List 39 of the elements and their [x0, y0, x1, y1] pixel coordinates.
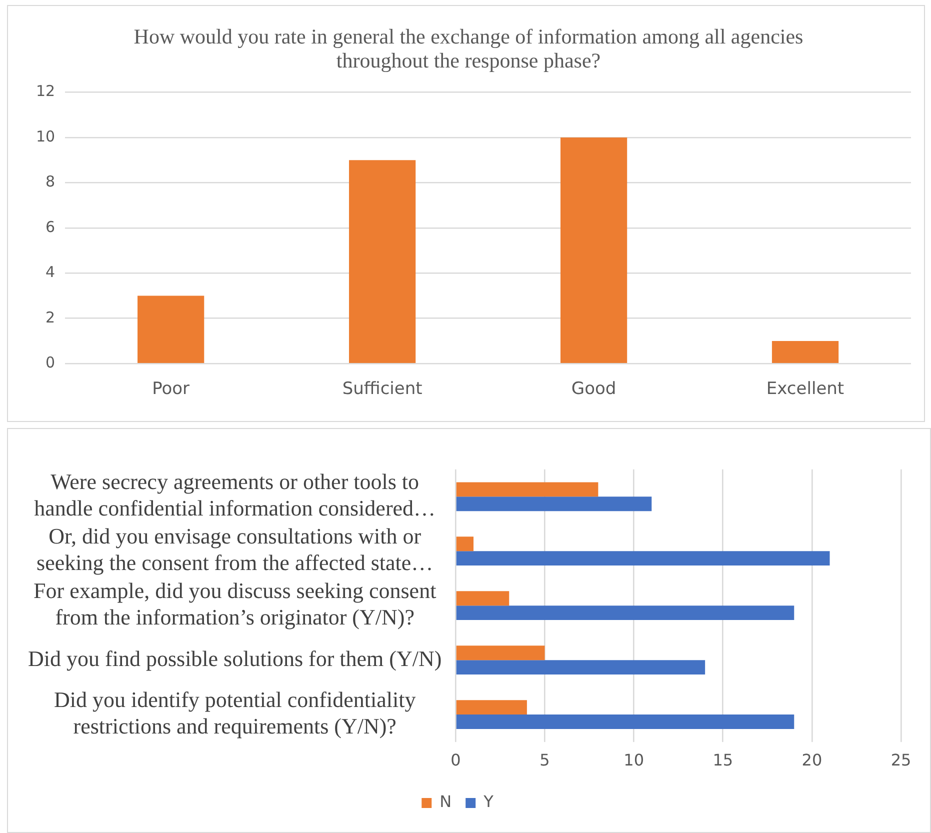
- legend-label: N: [440, 792, 452, 812]
- bar: [456, 714, 794, 729]
- chart-title: How would you rate in general the exchange of information among all agencies throughout the response phase?: [134, 24, 804, 73]
- y-tick-label: For example, did you discuss seeking consent from the information’s originator (Y/N)?: [34, 578, 436, 630]
- y-tick-label: Did you find possible solutions for them (Y/N): [28, 646, 442, 671]
- y-tick-label: 6: [46, 218, 56, 236]
- bar: [138, 296, 204, 363]
- bar: [456, 591, 510, 606]
- x-tick-label: 5: [540, 750, 550, 770]
- y-tick-label: 4: [46, 263, 56, 282]
- bar: [348, 160, 416, 363]
- y-tick-label: 0: [46, 353, 56, 372]
- x-tick-label: Good: [571, 379, 616, 400]
- x-tick-label: Poor: [152, 379, 190, 400]
- x-tick-label: Excellent: [766, 379, 844, 400]
- bar: [456, 660, 706, 675]
- y-tick-label: 2: [46, 308, 56, 326]
- y-tick-label: 8: [46, 172, 56, 191]
- x-tick-label: 0: [450, 750, 461, 770]
- legend-label: Y: [482, 792, 494, 812]
- bar: [456, 482, 598, 497]
- bar: [456, 496, 652, 512]
- y-tick-label: Or, did you envisage consultations with or seeking the consent from the affected state…: [36, 524, 434, 576]
- bar: [456, 551, 830, 566]
- bar: [560, 138, 628, 363]
- x-tick-label: Sufficient: [342, 379, 423, 400]
- y-tick-label: 10: [36, 127, 56, 146]
- bar: [456, 646, 545, 660]
- y-tick-label: Did you identify potential confidentiality restrictions and requirements (Y/N)?: [54, 687, 416, 739]
- y-tick-label: 12: [36, 82, 56, 100]
- x-tick-label: 20: [802, 750, 822, 770]
- bar: [456, 536, 474, 552]
- bar: [456, 606, 794, 620]
- x-tick-label: 15: [712, 750, 734, 770]
- bar: [772, 340, 839, 363]
- y-tick-label: Were secrecy agreements or other tools to handle confidential information considered…: [34, 469, 436, 521]
- x-tick-label: 25: [890, 750, 912, 770]
- x-tick-label: 10: [624, 750, 644, 770]
- bar: [456, 700, 527, 715]
